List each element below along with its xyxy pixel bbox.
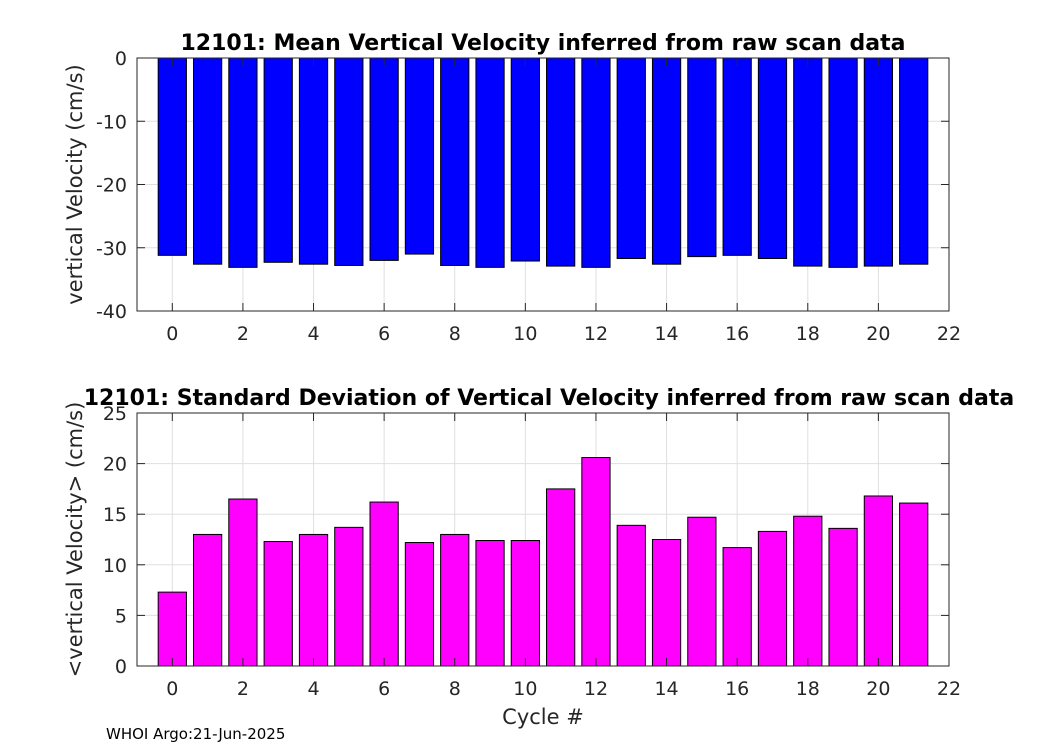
x-tick-label: 18 <box>796 323 820 345</box>
bar-cycle-21 <box>899 57 929 265</box>
y-tick-label: 20 <box>103 454 127 476</box>
axes-frame <box>136 412 950 667</box>
bar-cycle-3 <box>263 57 293 263</box>
bar-cycle-5 <box>334 526 364 667</box>
x-axis-label: Cycle # <box>502 705 584 729</box>
bar-cycle-12 <box>581 57 611 268</box>
bar-cycle-6 <box>369 501 399 667</box>
bar-cycle-10 <box>510 540 540 667</box>
bar-cycle-1 <box>192 533 223 667</box>
bar-cycle-14 <box>651 539 682 667</box>
bar-cycle-11 <box>546 57 576 267</box>
bar-cycle-1 <box>192 57 223 265</box>
bar-cycle-3 <box>263 541 293 667</box>
y-tick-label: -10 <box>96 111 127 133</box>
bar-cycle-15 <box>687 516 717 667</box>
x-tick-label: 8 <box>449 323 461 345</box>
bar-cycle-13 <box>616 524 646 667</box>
mean-velocity-plot: 0 2 4 6 8 10 12 14 16 18 20 22 -40 -30 -20 -10 0 12101: M… <box>63 31 961 345</box>
bar-cycle-19 <box>828 527 858 667</box>
x-tick-label: 6 <box>378 323 390 345</box>
y-tick-label: 25 <box>103 403 127 425</box>
y-tick-label: 15 <box>103 504 127 526</box>
bar-cycle-8 <box>440 533 470 667</box>
x-tick-label: 10 <box>513 323 537 345</box>
chart-title: 12101: Mean Vertical Velocity inferred f… <box>181 31 906 56</box>
bar-cycle-9 <box>475 540 505 667</box>
x-tick-label: 14 <box>654 678 678 700</box>
y-tick-label: -20 <box>96 175 127 197</box>
chart-title: 12101: Standard Deviation of Vertical Ve… <box>84 386 1014 411</box>
bar-cycle-0 <box>157 57 187 256</box>
bar-cycle-13 <box>616 57 646 260</box>
bar-cycle-7 <box>404 542 435 667</box>
y-tick-label: 0 <box>115 656 127 678</box>
bar-cycle-2 <box>228 498 258 667</box>
bar-cycle-11 <box>546 488 576 667</box>
bar-cycle-12 <box>581 457 611 667</box>
x-tick-label: 0 <box>166 678 178 700</box>
x-tick-label: 8 <box>449 678 461 700</box>
y-tick-label: 0 <box>115 48 127 70</box>
x-tick-label: 16 <box>725 323 749 345</box>
x-tick-label: 2 <box>237 323 249 345</box>
footer-stamp: WHOI Argo:21-Jun-2025 <box>106 725 286 743</box>
x-tick-label: 10 <box>513 678 537 700</box>
x-tick-label: 4 <box>307 678 319 700</box>
x-tick-label: 4 <box>307 323 319 345</box>
bar-cycle-19 <box>828 57 858 268</box>
y-tick-label: 5 <box>115 605 127 627</box>
bar-cycle-17 <box>757 530 788 667</box>
bar-cycle-8 <box>440 57 470 266</box>
bar-cycle-4 <box>298 57 329 265</box>
bar-cycle-9 <box>475 57 505 268</box>
bar-cycle-2 <box>228 57 258 268</box>
x-tick-label: 22 <box>937 678 961 700</box>
x-tick-label: 20 <box>866 678 890 700</box>
y-tick-label: -30 <box>96 238 127 260</box>
plot-area <box>137 413 949 666</box>
bar-cycle-5 <box>334 57 364 266</box>
bar-cycle-16 <box>722 547 752 667</box>
y-tick-label: 10 <box>103 555 127 577</box>
bar-cycle-18 <box>793 515 823 667</box>
y-axis-label: vertical Velocity (cm/s) <box>63 64 87 304</box>
y-tick-label: -40 <box>96 301 127 323</box>
x-tick-label: 18 <box>796 678 820 700</box>
bar-cycle-6 <box>369 57 399 261</box>
bar-cycle-20 <box>863 495 894 667</box>
bar-cycle-0 <box>157 591 187 667</box>
bar-cycle-17 <box>757 57 788 260</box>
x-tick-label: 22 <box>937 323 961 345</box>
bar-cycle-21 <box>899 502 929 667</box>
bar-cycle-10 <box>510 57 540 262</box>
y-axis-label: <vertical Velocity> (cm/s) <box>63 402 87 678</box>
bar-cycle-18 <box>793 57 823 267</box>
bar-cycle-7 <box>404 57 435 255</box>
x-tick-label: 12 <box>584 323 608 345</box>
x-tick-label: 6 <box>378 678 390 700</box>
x-tick-label: 12 <box>584 678 608 700</box>
x-tick-label: 20 <box>866 323 890 345</box>
x-tick-label: 0 <box>166 323 178 345</box>
bar-cycle-20 <box>863 57 894 267</box>
x-tick-label: 14 <box>654 323 678 345</box>
bar-cycle-14 <box>651 57 682 265</box>
bar-cycle-16 <box>722 57 752 256</box>
bar-cycle-4 <box>298 533 329 667</box>
bar-cycle-15 <box>687 57 717 258</box>
x-tick-label: 2 <box>237 678 249 700</box>
x-tick-label: 16 <box>725 678 749 700</box>
